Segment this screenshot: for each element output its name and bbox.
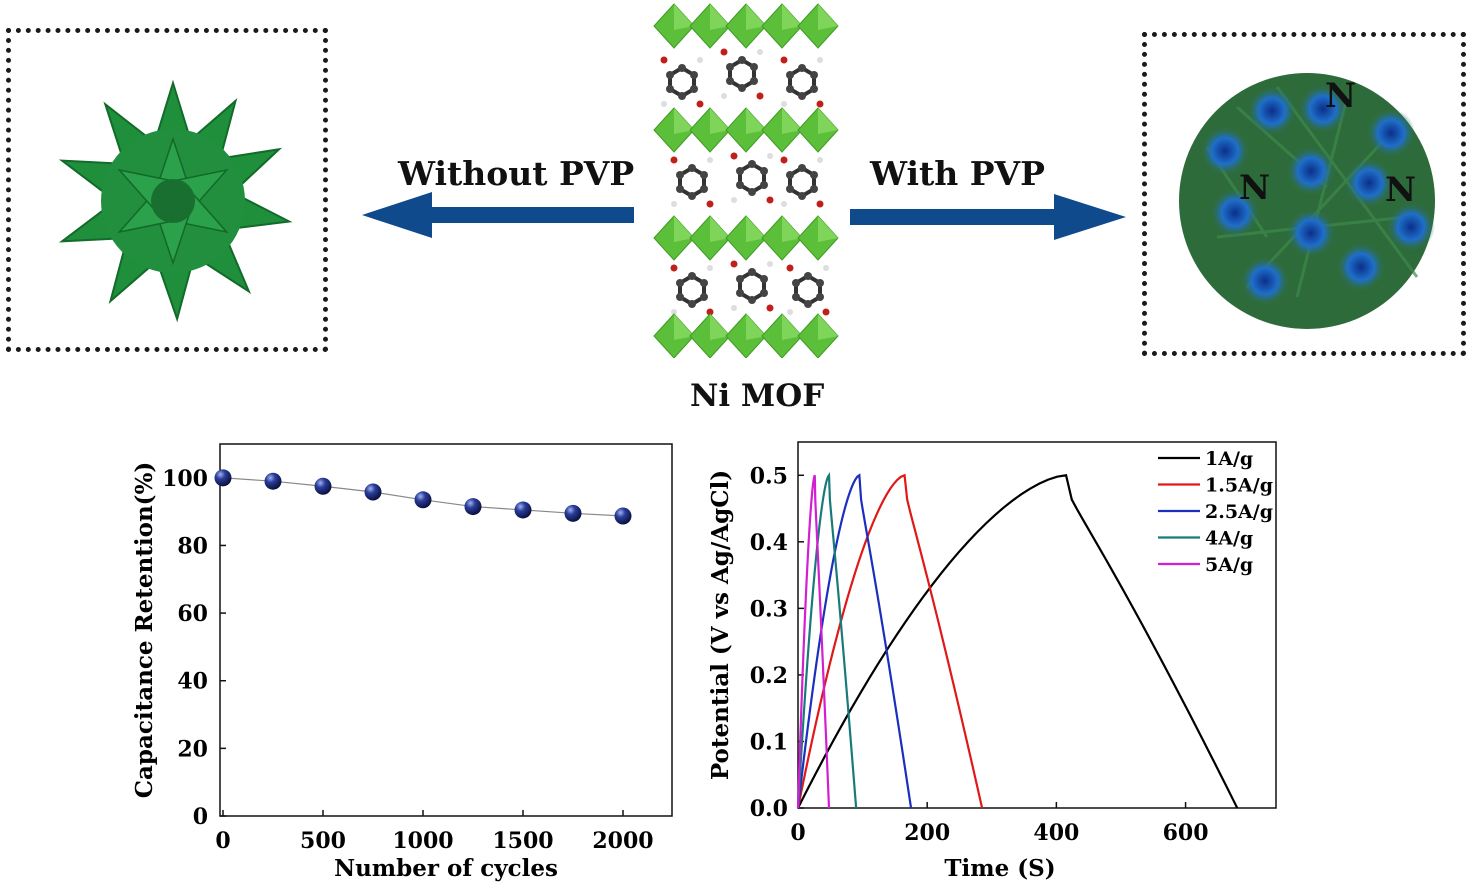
data-point — [514, 501, 532, 519]
left-morphology-frame — [6, 28, 328, 352]
y-tick-label: 0.5 — [750, 463, 788, 489]
x-tick-label: 0 — [790, 820, 805, 846]
data-point — [564, 504, 582, 522]
right-arrow-icon — [850, 194, 1126, 240]
y-tick-label: 0.0 — [750, 796, 788, 822]
legend-label: 5A/g — [1205, 554, 1253, 576]
series-line-1Ag — [797, 474, 1239, 809]
y-tick-label: 0.1 — [750, 729, 788, 755]
series-line-5Ag — [796, 474, 831, 809]
y-tick-label: 60 — [177, 601, 208, 627]
x-tick-label: 200 — [904, 820, 950, 846]
n-label: N — [1325, 76, 1356, 116]
plot-frame — [797, 441, 1277, 809]
data-point — [464, 498, 482, 516]
legend-label: 1.5A/g — [1205, 475, 1273, 497]
x-tick-label: 1500 — [492, 828, 553, 854]
n-label: N — [1239, 168, 1270, 208]
legend-label: 1A/g — [1205, 448, 1253, 470]
legend-label: 2.5A/g — [1205, 501, 1273, 523]
data-point — [414, 491, 432, 509]
x-tick-label: 600 — [1163, 820, 1209, 846]
y-tick-label: 0.4 — [750, 530, 788, 556]
x-axis-label: Time (S) — [944, 855, 1055, 882]
data-point — [314, 477, 332, 495]
x-tick-label: 1000 — [392, 828, 453, 854]
series-line-4Ag — [796, 472, 858, 809]
x-tick-label: 2000 — [592, 828, 653, 854]
y-axis-label: Potential (V vs Ag/AgCl) — [707, 470, 734, 780]
y-tick-label: 100 — [162, 466, 208, 492]
left-arrow-icon — [362, 192, 634, 238]
x-tick-label: 0 — [215, 828, 230, 854]
with-pvp-label: With PVP — [870, 154, 1045, 193]
legend-label: 4A/g — [1205, 528, 1253, 550]
y-tick-label: 40 — [177, 669, 208, 695]
x-tick-label: 400 — [1033, 820, 1079, 846]
plot-frame — [219, 443, 673, 817]
y-tick-label: 0 — [193, 804, 208, 830]
without-pvp-label: Without PVP — [398, 154, 635, 193]
right-morphology-frame: N N N — [1142, 32, 1466, 356]
ni-mof-structure-image — [653, 3, 839, 358]
data-point — [614, 507, 632, 525]
x-axis-label: Number of cycles — [334, 855, 558, 882]
y-tick-label: 80 — [177, 533, 208, 559]
series-line-15Ag — [796, 473, 984, 809]
series-line-25Ag — [796, 473, 913, 809]
y-tick-label: 0.3 — [750, 596, 788, 622]
n-label: N — [1385, 170, 1416, 210]
n-doped-sphere-image: N N N — [1179, 73, 1435, 329]
y-tick-label: 0.2 — [750, 663, 788, 689]
flower-crystal-image — [58, 79, 293, 323]
data-point — [264, 472, 282, 490]
x-tick-label: 500 — [300, 828, 346, 854]
y-axis-label: Capacitance Retention(%) — [131, 462, 158, 799]
data-point — [214, 469, 232, 487]
gcd-curve-chart: 0.0 0.1 0.2 0.3 0.4 0.5 0 200 400 600 1A/g 1.5A/g 2.… — [707, 441, 1277, 882]
data-point — [364, 483, 382, 501]
ni-mof-label: Ni MOF — [690, 378, 825, 414]
y-tick-label: 20 — [177, 736, 208, 762]
